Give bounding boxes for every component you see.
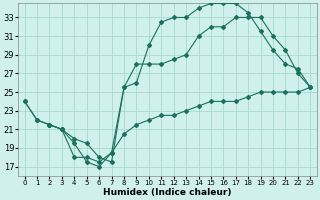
- X-axis label: Humidex (Indice chaleur): Humidex (Indice chaleur): [103, 188, 232, 197]
